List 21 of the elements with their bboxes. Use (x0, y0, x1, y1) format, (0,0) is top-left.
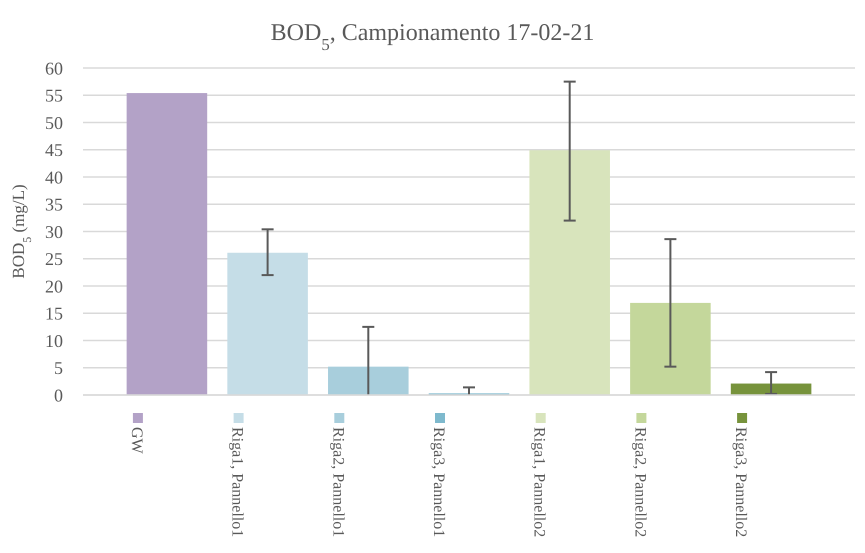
y-tick-label: 5 (54, 358, 63, 378)
legend-label: Riga2, Pannello1 (329, 427, 346, 538)
y-tick-label: 0 (54, 385, 63, 406)
y-tick-label: 60 (45, 58, 63, 78)
legend-label: Riga1, Pannello1 (228, 427, 246, 538)
y-tick-label: 45 (45, 140, 63, 160)
legend-label: Riga3, Pannello1 (430, 427, 447, 538)
legend-label: Riga2, Pannello2 (631, 427, 648, 538)
chart-title: BOD$_{5}$, Campionamento 17-02-21 (270, 20, 594, 54)
y-tick-label: 55 (45, 86, 63, 106)
legend-label: GW (128, 427, 145, 455)
y-tick-label: 50 (45, 112, 63, 133)
y-tick-label: 40 (45, 167, 63, 188)
legend-label: Riga1, Pannello2 (530, 427, 548, 538)
y-tick-label: 25 (45, 249, 63, 270)
y-tick-label: 30 (45, 222, 63, 242)
legend-label: Riga3, Pannello2 (732, 427, 750, 538)
y-tick-label: 10 (45, 330, 63, 351)
y-tick-label: 20 (45, 276, 63, 296)
y-tick-label: 35 (45, 194, 63, 215)
y-tick-label: 15 (45, 304, 63, 324)
